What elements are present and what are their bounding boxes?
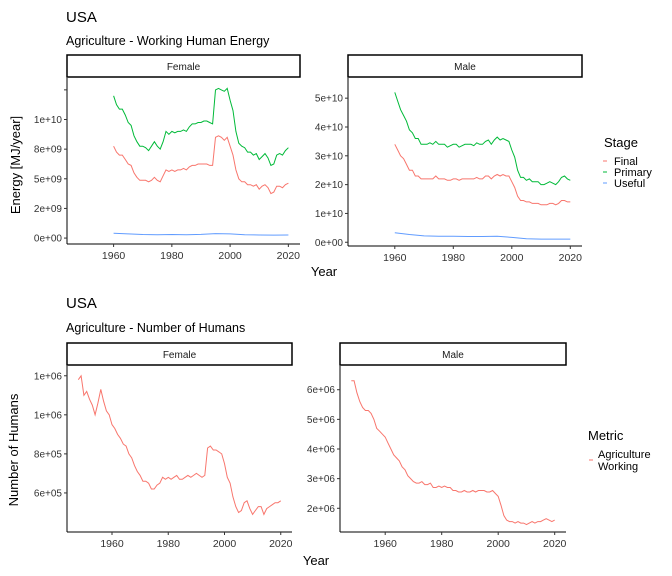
x-tick-label: 1960: [383, 252, 407, 264]
y-tick-label: 2e+09: [34, 204, 63, 215]
chart-title: USA: [66, 295, 97, 312]
y-tick-label: 5e+09: [34, 174, 63, 185]
y-tick-label: 0e+00: [315, 238, 344, 249]
series-line-agriculture-working: [351, 380, 555, 526]
y-tick-label: 5e+10: [315, 94, 344, 105]
y-tick-label: 3e+10: [315, 151, 344, 162]
series-line-primary: [394, 92, 571, 186]
y-tick-label: 1e+06: [34, 410, 63, 421]
strip-male-label: Male: [454, 62, 476, 73]
legend-entry-line-2: Working: [598, 461, 638, 473]
y-axis-label: Energy [MJ/year]: [8, 116, 23, 214]
legend-metric: Metric Agriculture Working: [588, 428, 654, 473]
x-tick-label: 2000: [218, 250, 242, 262]
series-line-final: [113, 135, 289, 195]
panel-humans-female: 6e+05 8e+05 1e+06 1e+06 1960 1980 2000 2020: [34, 366, 293, 550]
x-tick-label: 1980: [160, 250, 184, 262]
x-tick-label: 1960: [100, 538, 124, 550]
legend-entry-line-1: Agriculture: [598, 449, 651, 461]
strip-female-box: [66, 54, 301, 78]
x-tick-label: 2020: [559, 252, 583, 264]
legend-entry-primary: Primary: [614, 167, 652, 179]
x-tick-label: 2000: [213, 538, 237, 550]
legend-title: Stage: [604, 135, 638, 150]
y-tick-label: 4e+06: [307, 445, 336, 456]
panel-energy-female: 0e+00 2e+09 5e+09 8e+09 1e+10 1960 1980 2000 202…: [34, 78, 300, 262]
y-tick-label: 3e+06: [307, 474, 336, 485]
y-tick-label: 6e+05: [34, 488, 63, 499]
y-tick-label: 5e+06: [307, 415, 336, 426]
strip-male: Male: [347, 54, 583, 78]
strip-female-label: Female: [167, 62, 201, 73]
panel-energy-male: 0e+00 1e+10 2e+10 3e+10 4e+10 5e+10 1960 1980 20…: [315, 78, 582, 264]
x-tick-label: 2000: [487, 538, 511, 550]
y-tick-label: 1e+06: [34, 371, 63, 382]
strip-male-box: [339, 342, 567, 366]
legend-entry-final: Final: [614, 156, 638, 168]
y-tick-label: 6e+06: [307, 385, 336, 396]
legend-title: Metric: [588, 428, 624, 443]
chart-energy: USA Agriculture - Working Human Energy E…: [8, 9, 652, 279]
y-tick-label: 4e+10: [315, 122, 344, 133]
chart-subtitle: Agriculture - Working Human Energy: [66, 34, 270, 48]
series-line-final: [394, 144, 571, 206]
series-line-agriculture-working: [77, 374, 282, 516]
legend-entry-agriculture-working: Agriculture Working: [598, 449, 654, 473]
chart-humans: USA Agriculture - Number of Humans Numbe…: [6, 295, 654, 568]
strip-female-label: Female: [163, 350, 197, 361]
strip-female-box: [66, 342, 293, 366]
x-tick-label: 1980: [430, 538, 454, 550]
strip-female: Female: [66, 54, 301, 78]
strip-male-box: [347, 54, 583, 78]
series-line-useful: [394, 232, 571, 240]
chart-title: USA: [66, 9, 97, 26]
y-tick-label: 8e+09: [34, 145, 63, 156]
x-tick-label: 2020: [543, 538, 567, 550]
legend-stage: Stage Final Primary Useful: [603, 135, 652, 190]
panel-humans-male: 2e+06 3e+06 4e+06 5e+06 6e+06 1960 1980 2000 202…: [307, 366, 567, 550]
x-tick-label: 2000: [500, 252, 524, 264]
strip-female: Female: [66, 342, 293, 366]
y-tick-label: 8e+05: [34, 449, 63, 460]
x-tick-label: 2020: [269, 538, 293, 550]
series-line-useful: [113, 232, 289, 236]
x-tick-label: 1960: [102, 250, 126, 262]
x-axis-label: Year: [303, 553, 330, 568]
y-tick-label: 1e+10: [34, 115, 63, 126]
y-tick-label: 2e+10: [315, 180, 344, 191]
strip-male-label: Male: [442, 350, 464, 361]
x-tick-label: 1980: [442, 252, 466, 264]
strip-male: Male: [339, 342, 567, 366]
y-axis-label: Number of Humans: [6, 393, 21, 506]
chart-subtitle: Agriculture - Number of Humans: [66, 321, 245, 335]
series-line-primary: [113, 87, 289, 167]
x-tick-label: 1960: [374, 538, 398, 550]
x-axis-label: Year: [311, 264, 338, 279]
x-tick-label: 1980: [157, 538, 181, 550]
y-tick-label: 0e+00: [34, 234, 63, 245]
y-tick-label: 1e+10: [315, 209, 344, 220]
y-tick-label: 2e+06: [307, 504, 336, 515]
x-tick-label: 2020: [277, 250, 301, 262]
legend-entry-useful: Useful: [614, 178, 645, 190]
